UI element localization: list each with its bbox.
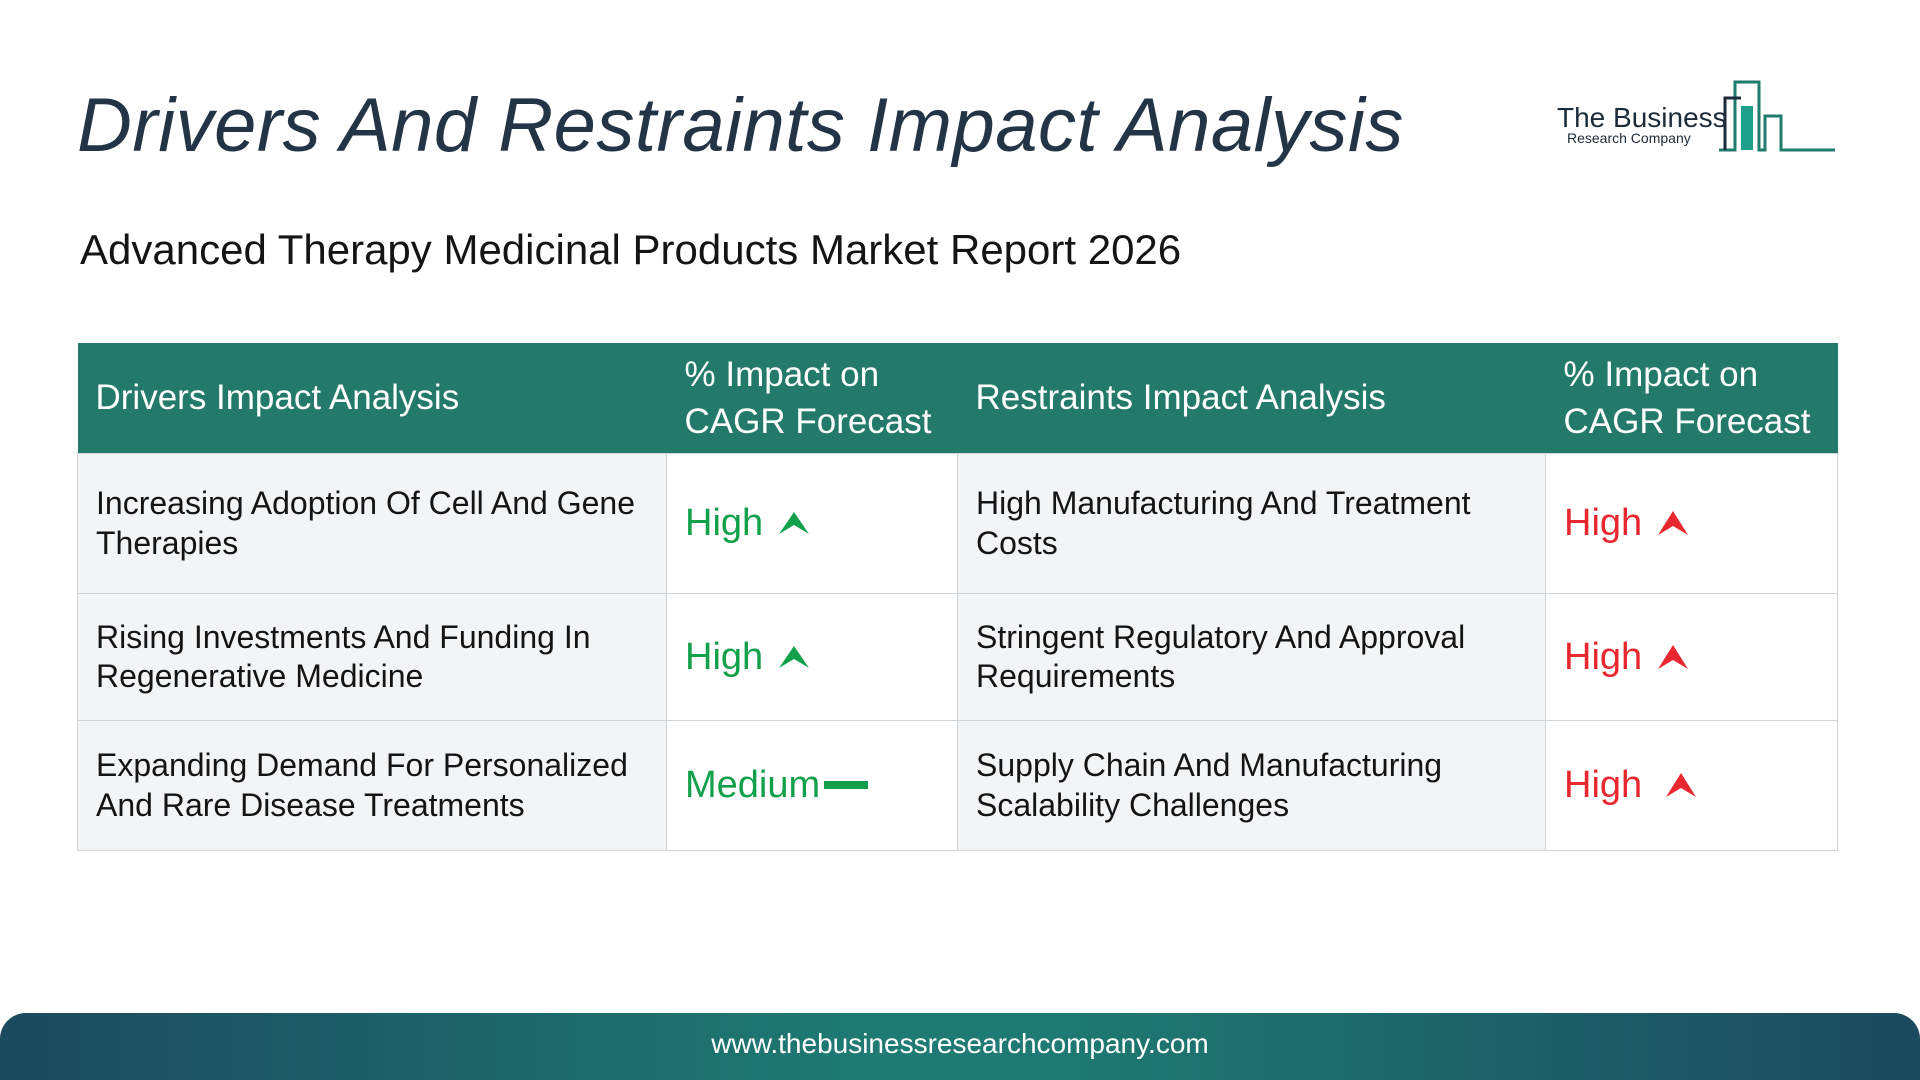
footer-bar: www.thebusinessresearchcompany.com [0,1013,1920,1080]
table-row: Expanding Demand For Personalized And Ra… [77,720,1838,851]
up-arrow-icon [1658,511,1689,536]
header-restraints: Restraints Impact Analysis [957,343,1546,454]
restraint-impact-value: High [1564,500,1690,546]
restraint-impact-cell: High [1545,720,1838,851]
restraint-cell: Stringent Regulatory And Approval Requir… [957,593,1546,721]
report-subtitle: Advanced Therapy Medicinal Products Mark… [80,226,1182,273]
website-link[interactable]: www.thebusinessresearchcompany.com [711,1028,1209,1059]
up-arrow-icon [1658,644,1689,669]
driver-impact-value: High [685,500,811,546]
driver-impact-label: High [685,502,764,545]
restraint-cell: Supply Chain And Manufacturing Scalabili… [957,720,1546,851]
restraint-impact-cell: High [1545,593,1838,721]
dash-icon [824,781,869,790]
restraint-impact-value: High [1564,762,1698,808]
up-arrow-icon [1666,773,1697,798]
up-arrow-icon [779,512,810,535]
company-logo: The Business Research Company [1553,66,1837,156]
driver-impact-cell: High [666,453,958,594]
driver-impact-value: Medium [685,762,869,808]
bar-chart-logo-icon [1719,80,1835,152]
table-row: Increasing Adoption Of Cell And Gene The… [77,453,1838,594]
driver-cell: Rising Investments And Funding In Regene… [77,593,667,721]
header-drivers: Drivers Impact Analysis [77,343,667,454]
page-title: Drivers And Restraints Impact Analysis [77,83,1404,168]
restraint-impact-value: High [1564,634,1690,680]
restraint-impact-label: High [1564,764,1643,807]
logo-text-main: The Business [1557,102,1727,133]
driver-impact-cell: High [666,593,958,721]
header-restraint-impact: % Impact on CAGR Forecast [1545,343,1838,454]
driver-cell: Expanding Demand For Personalized And Ra… [77,720,667,851]
logo-text-sub: Research Company [1567,130,1691,146]
up-arrow-icon [779,645,810,668]
restraint-impact-cell: High [1545,453,1838,594]
driver-impact-label: High [685,635,764,678]
restraint-cell: High Manufacturing And Treatment Costs [957,453,1546,594]
driver-impact-cell: Medium [666,720,958,851]
header-driver-impact: % Impact on CAGR Forecast [666,343,958,454]
restraint-impact-label: High [1564,502,1643,545]
restraint-impact-label: High [1564,635,1643,678]
table-header-row: Drivers Impact Analysis % Impact on CAGR… [77,343,1838,454]
impact-table: Drivers Impact Analysis % Impact on CAGR… [77,343,1838,851]
driver-cell: Increasing Adoption Of Cell And Gene The… [77,453,667,594]
driver-impact-label: Medium [685,764,821,807]
driver-impact-value: High [685,634,811,680]
table-row: Rising Investments And Funding In Regene… [77,593,1838,721]
